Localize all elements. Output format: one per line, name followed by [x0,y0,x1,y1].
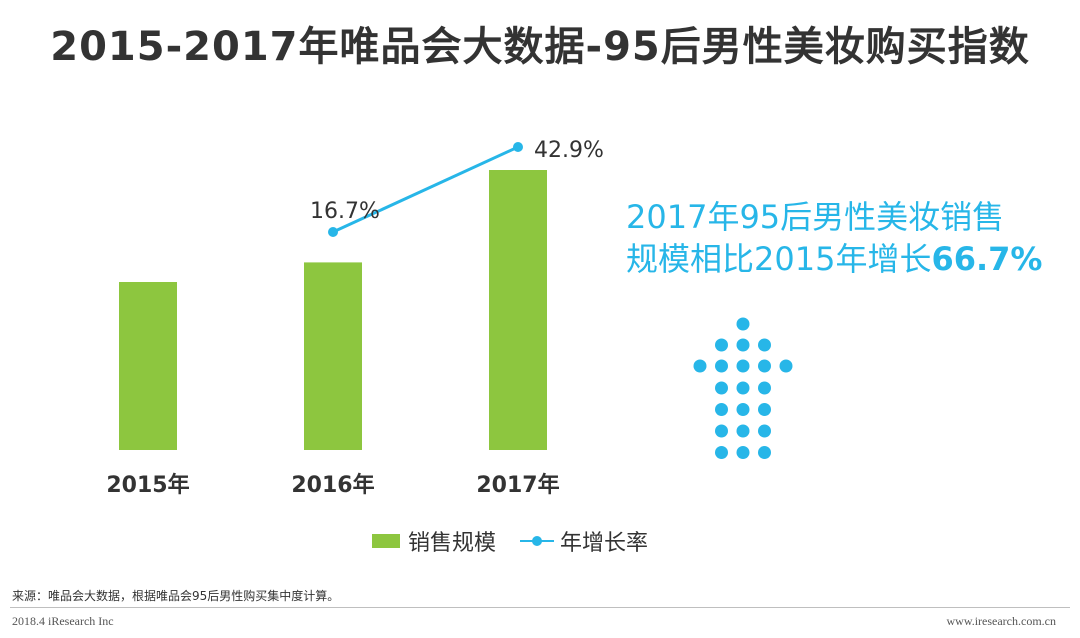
growth-data-label: 16.7% [310,199,380,224]
arrow-dot [715,381,728,395]
source-note: 来源：唯品会大数据，根据唯品会95后男性购买集中度计算。 [12,589,340,603]
arrow-dot [779,359,793,373]
arrow-dot [715,338,728,352]
arrow-dot [758,381,771,395]
callout-line-2-prefix: 规模相比2015年增长 [626,240,932,278]
legend-line-swatch [520,536,555,546]
x-tick-label: 2016年 [291,472,374,498]
arrow-dot [715,424,728,438]
arrow-dot [715,446,728,459]
growth-data-label: 42.9% [534,138,604,163]
footer-divider [10,607,1070,608]
growth-point [513,142,523,152]
legend-bar-swatch [372,534,400,548]
page-title: 2015-2017年唯品会大数据-95后男性美妆购买指数 [50,24,1030,70]
arrow-dot [736,424,750,438]
chart-legend: 销售规模 年增长率 [372,526,648,556]
arrow-dot [736,338,750,352]
arrow-dot [736,403,750,416]
arrow-dot [736,359,750,373]
bar-0 [119,282,177,450]
arrow-dot [715,403,728,416]
arrow-dot [758,403,771,416]
arrow-dot [758,424,771,438]
growth-line [332,145,519,234]
arrow-dot [693,359,707,373]
arrow-dot [758,338,771,352]
callout-highlight: 66.7% [931,240,1043,278]
copyright: 2018.4 iResearch Inc [12,614,114,628]
x-tick-label: 2015年 [106,472,189,498]
legend-item-sales: 销售规模 [408,531,497,556]
arrow-dot [736,446,750,459]
arrow-dot [736,317,750,331]
arrow-dot [758,446,771,459]
callout-line-1: 2017年95后男性美妆销售 [626,198,1005,236]
bar-2 [489,170,547,450]
arrow-dot [715,359,728,373]
website: www.iresearch.com.cn [946,614,1056,628]
callout-line-2: 规模相比2015年增长66.7% [626,238,1066,280]
growth-callout: 2017年95后男性美妆销售 规模相比2015年增长66.7% [626,196,1066,280]
bar-1 [304,262,362,450]
arrow-dot [736,381,750,395]
dotted-up-arrow-icon [693,317,793,459]
x-tick-label: 2017年 [476,472,559,498]
arrow-dot [758,359,771,373]
legend-item-growth: 年增长率 [560,531,649,556]
growth-point [328,227,338,237]
